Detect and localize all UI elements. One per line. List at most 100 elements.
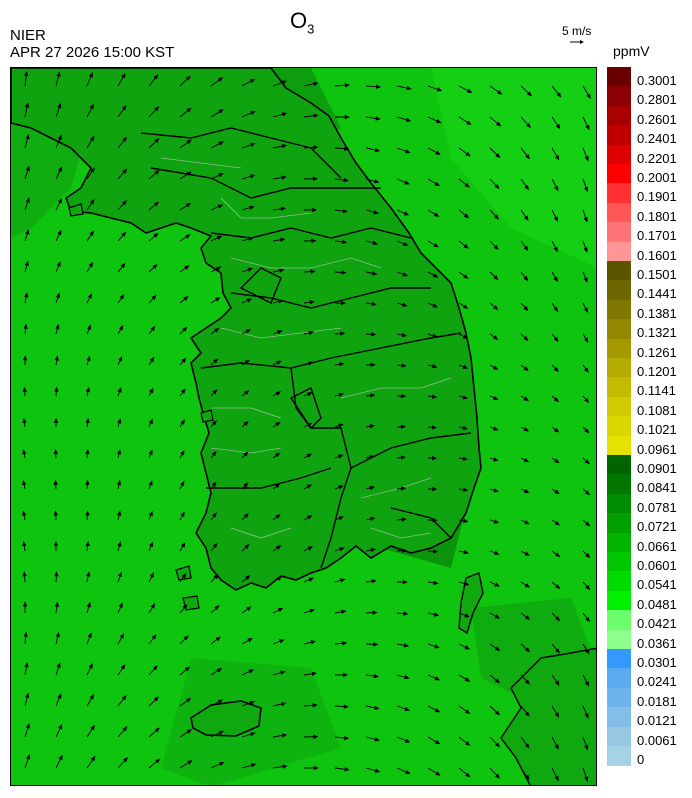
- wind-arrow-head: [402, 272, 409, 277]
- wind-arrow: [458, 85, 470, 92]
- wind-arrow-head: [275, 421, 281, 427]
- wind-arrow-head: [524, 711, 530, 717]
- wind-arrow-head: [435, 150, 441, 155]
- wind-arrow-head: [212, 389, 218, 395]
- legend-label: 0.1021: [637, 422, 677, 438]
- wind-arrow-head: [56, 261, 61, 267]
- wind-arrow-head: [306, 422, 313, 428]
- wind-arrow-head: [55, 631, 60, 638]
- wind-arrow-head: [88, 663, 93, 669]
- wind-arrow-head: [21, 510, 27, 516]
- tsushima-island: [458, 572, 484, 635]
- wind-arrow-head: [85, 571, 91, 577]
- legend-swatch: [607, 532, 631, 553]
- wind-arrow-head: [121, 104, 127, 111]
- wind-arrow-head: [310, 269, 316, 274]
- wind-arrow: [86, 74, 92, 87]
- wind-arrow-head: [57, 102, 62, 109]
- wind-arrow-head: [308, 330, 315, 336]
- wind-arrow-head: [434, 644, 440, 649]
- wind-arrow-head: [494, 710, 501, 716]
- wind-arrow-head: [89, 230, 94, 237]
- wind-arrow-head: [404, 706, 411, 711]
- wind-arrow: [210, 78, 221, 87]
- wind-arrow-head: [216, 667, 223, 673]
- wind-arrow-head: [181, 573, 187, 579]
- wind-arrow-head: [494, 183, 500, 190]
- wind-arrow-head: [343, 672, 349, 678]
- wind-arrow-head: [309, 608, 316, 613]
- legend-swatch: [607, 571, 631, 592]
- wind-arrow-head: [462, 364, 469, 369]
- wind-arrow-head: [371, 332, 377, 337]
- wind-arrow-head: [403, 241, 409, 246]
- korea-landmass: [11, 68, 482, 591]
- wind-arrow-head: [523, 215, 529, 221]
- legend-swatch: [607, 493, 631, 514]
- wind-arrow-head: [313, 734, 319, 739]
- wind-arrow-head: [462, 456, 469, 461]
- legend-swatch: [607, 299, 631, 320]
- wind-arrow-head: [275, 391, 282, 396]
- wind-arrow-head: [585, 584, 591, 591]
- wind-arrow-head: [277, 607, 284, 613]
- wind-arrow-head: [89, 199, 95, 205]
- legend-swatch: [607, 610, 631, 631]
- wind-arrow-head: [493, 457, 499, 462]
- wind-arrow-head: [554, 520, 561, 526]
- wind-arrow-head: [524, 615, 531, 620]
- wind-arrow-head: [213, 327, 220, 333]
- wind-arrow-head: [218, 109, 224, 114]
- wind-arrow-head: [523, 245, 529, 252]
- wind-arrow-head: [277, 330, 283, 335]
- wind-arrow: [272, 81, 285, 87]
- wind-arrow-head: [492, 395, 499, 400]
- wind-arrow-head: [53, 448, 59, 455]
- wind-arrow-head: [372, 610, 378, 615]
- wind-arrow-head: [493, 244, 499, 251]
- wind-arrow-head: [406, 85, 412, 91]
- wind-arrow-head: [495, 773, 501, 779]
- wind-arrow-head: [22, 571, 27, 577]
- wind-arrow-head: [148, 449, 153, 456]
- wind-arrow-head: [25, 692, 30, 699]
- wind-arrow-head: [121, 695, 127, 701]
- wind-arrow-head: [339, 547, 345, 552]
- wind-arrow-head: [24, 292, 29, 298]
- wind-arrow-head: [25, 165, 30, 172]
- wind-arrow-head: [373, 179, 380, 184]
- wind-arrow-head: [180, 480, 185, 487]
- wind-arrow-head: [524, 520, 530, 525]
- wind-arrow-head: [24, 662, 29, 668]
- wind-arrow-head: [494, 582, 500, 587]
- wind-arrow-head: [585, 124, 590, 131]
- wind-arrow-head: [276, 360, 282, 365]
- wind-arrow-head: [494, 646, 501, 651]
- wind-arrow-head: [370, 362, 376, 368]
- wind-arrow-head: [523, 335, 529, 342]
- wind-arrow-head: [119, 633, 125, 639]
- legend-label: 0.0961: [637, 441, 677, 457]
- wind-arrow-head: [116, 479, 122, 486]
- wind-arrow-head: [25, 197, 30, 203]
- wind-arrow-head: [153, 74, 159, 80]
- wind-arrow-head: [118, 602, 123, 608]
- wind-arrow-head: [553, 427, 560, 433]
- wind-arrow-head: [85, 417, 90, 424]
- wind-arrow-head: [150, 325, 156, 332]
- wind-arrow-head: [182, 326, 188, 332]
- unit-label: ppmV: [613, 43, 650, 59]
- wind-arrow: [24, 756, 30, 769]
- legend-label: 0.1201: [637, 364, 677, 379]
- wind-arrow-head: [585, 649, 590, 655]
- wind-arrow-head: [85, 540, 90, 547]
- wind-arrow-head: [312, 176, 318, 182]
- wind-arrow-head: [212, 543, 218, 549]
- wind-arrow-head: [405, 769, 411, 774]
- wind-arrow-head: [183, 635, 189, 641]
- ozone-map: [11, 68, 596, 785]
- wind-arrow-head: [214, 297, 221, 302]
- wind-arrow-head: [309, 300, 315, 305]
- legend-swatch: [607, 202, 631, 223]
- legend-label: 0.0661: [637, 538, 677, 554]
